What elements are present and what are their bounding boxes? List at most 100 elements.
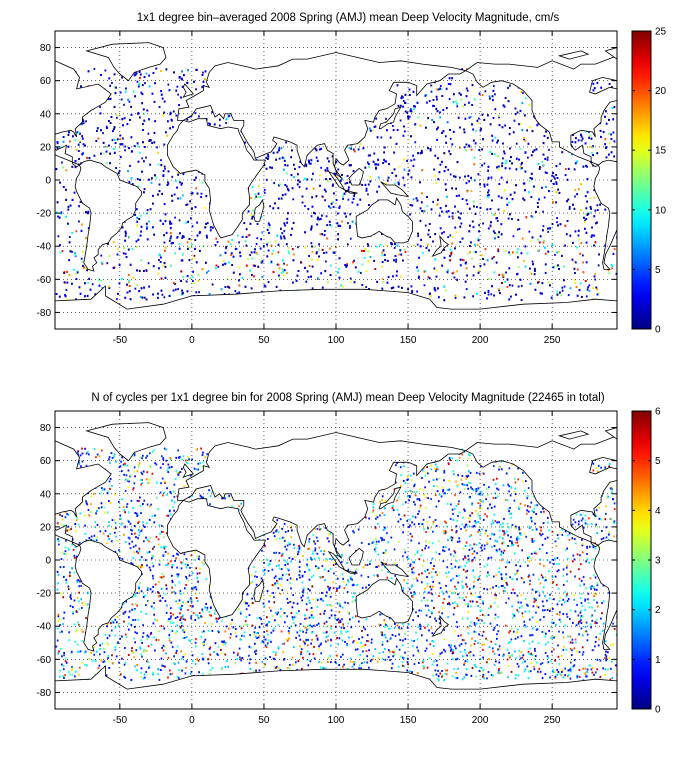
bin	[91, 283, 94, 286]
bin	[518, 158, 520, 161]
bin	[547, 227, 549, 230]
bin	[414, 123, 416, 126]
bin	[419, 152, 422, 155]
bin	[318, 248, 320, 251]
bin	[375, 245, 378, 248]
bin	[169, 227, 172, 230]
bin	[267, 222, 270, 225]
bin	[123, 246, 126, 249]
bin	[292, 198, 295, 201]
bin	[528, 180, 531, 183]
bin	[335, 160, 338, 163]
bin	[108, 255, 111, 257]
bin	[511, 162, 513, 165]
bin	[261, 260, 264, 263]
bin	[612, 118, 615, 121]
bin	[344, 264, 347, 267]
bin	[444, 183, 447, 186]
bin	[80, 257, 83, 260]
bin	[484, 291, 486, 294]
bin	[608, 153, 610, 156]
bin	[311, 245, 313, 248]
bin	[283, 157, 285, 160]
bin	[533, 115, 535, 118]
bin	[472, 226, 475, 229]
bin	[199, 231, 201, 234]
bin	[128, 147, 130, 150]
bin	[163, 262, 166, 265]
bin	[113, 138, 116, 141]
bin	[444, 166, 447, 169]
bin	[487, 291, 490, 293]
bin	[393, 151, 396, 154]
bin	[227, 285, 230, 288]
bin	[327, 180, 330, 183]
bin	[529, 282, 532, 285]
bin	[517, 218, 520, 221]
bin	[140, 230, 143, 233]
bin	[180, 279, 182, 282]
bin	[230, 252, 233, 255]
bin	[140, 287, 143, 290]
bin	[464, 280, 467, 283]
bin	[522, 91, 524, 94]
bin	[177, 172, 180, 174]
bin	[198, 115, 200, 118]
bin	[191, 276, 194, 279]
bin	[167, 120, 169, 123]
bin	[446, 195, 448, 198]
bin	[215, 264, 218, 267]
bin	[281, 156, 284, 159]
bin	[205, 226, 207, 229]
bin	[496, 219, 499, 222]
bin	[484, 248, 487, 251]
bin	[253, 251, 256, 254]
bin	[449, 255, 451, 258]
bin	[176, 236, 179, 238]
bin	[241, 277, 244, 279]
bin	[410, 285, 413, 288]
bin	[419, 181, 421, 184]
bin	[253, 275, 255, 278]
bin	[445, 204, 447, 207]
bin	[600, 86, 603, 89]
bin	[513, 119, 516, 122]
bin	[367, 260, 370, 263]
bin	[222, 260, 225, 263]
bin	[581, 137, 584, 140]
bin	[439, 111, 441, 114]
bin	[429, 148, 432, 150]
bin	[311, 196, 314, 199]
bin	[432, 99, 435, 101]
bin	[567, 198, 570, 201]
bin	[148, 85, 151, 88]
bin	[354, 266, 357, 269]
bin	[176, 186, 178, 189]
bin	[608, 118, 610, 121]
bin	[170, 242, 173, 245]
bin	[574, 195, 576, 198]
bin	[245, 236, 248, 238]
bin	[122, 252, 125, 255]
bin	[530, 240, 532, 243]
bin	[325, 260, 327, 263]
bin	[490, 293, 493, 296]
bin	[435, 95, 438, 98]
bin	[437, 287, 439, 290]
bin	[392, 286, 395, 289]
bin	[466, 203, 469, 205]
bin	[594, 272, 596, 275]
bin	[181, 236, 184, 239]
bin	[267, 153, 269, 156]
bin	[530, 215, 533, 218]
bin	[158, 259, 160, 261]
bin	[490, 221, 492, 224]
bin	[449, 129, 451, 131]
bin	[89, 288, 92, 291]
bin	[162, 174, 165, 177]
bin	[588, 136, 591, 139]
bin	[205, 222, 208, 225]
bin	[169, 111, 172, 114]
bin	[473, 98, 476, 101]
bin	[421, 151, 423, 154]
